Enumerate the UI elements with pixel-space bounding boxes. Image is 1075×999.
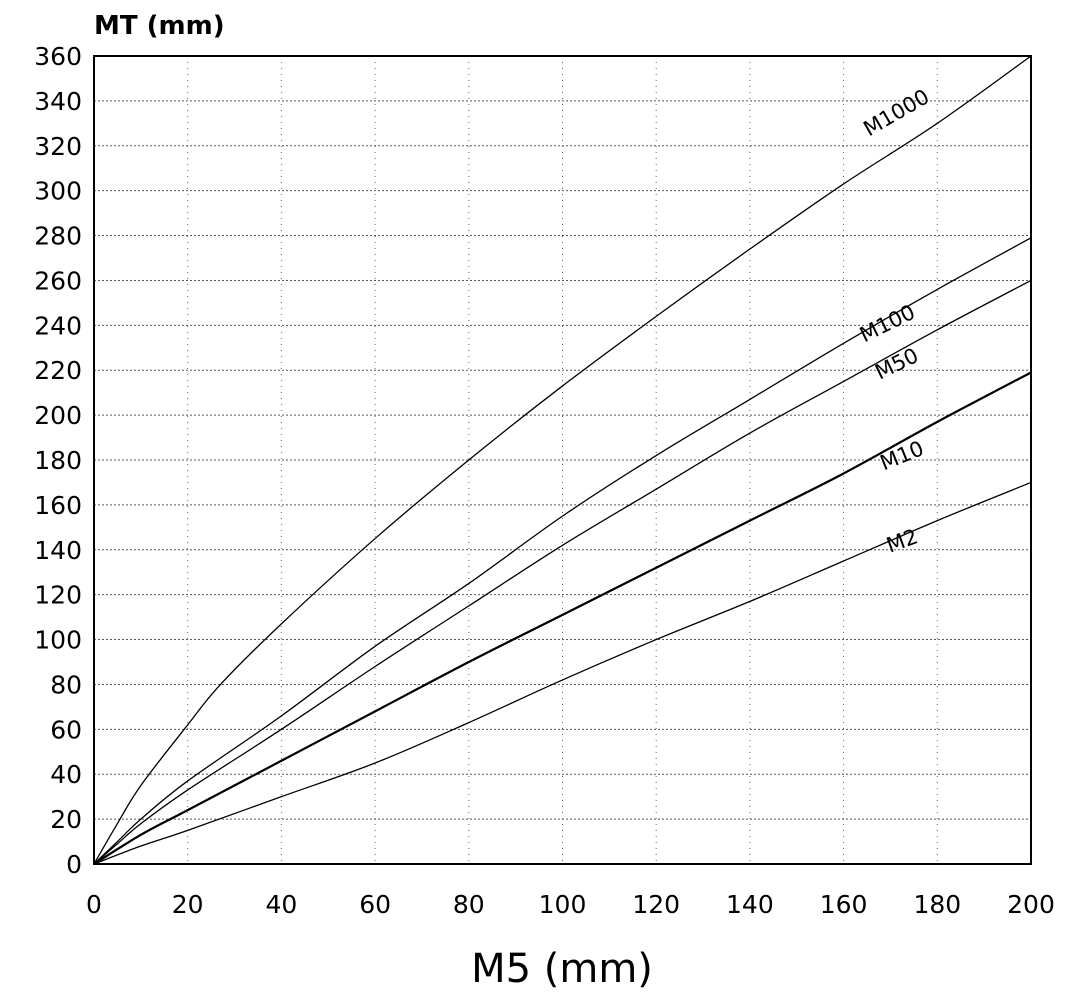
x-tick-label: 20 xyxy=(172,890,204,919)
x-tick-label: 120 xyxy=(632,890,680,919)
y-axis-label: MT (mm) xyxy=(94,11,225,41)
y-tick-label: 320 xyxy=(34,132,82,161)
series-label-m10: M10 xyxy=(877,436,928,475)
x-tick-label: 100 xyxy=(539,890,587,919)
x-axis-label: M5 (mm) xyxy=(471,946,653,992)
x-tick-labels: 0 20 40 60 80 100 120 140 160 180 200 xyxy=(86,890,1055,919)
y-tick-label: 60 xyxy=(50,715,82,744)
x-tick-label: 140 xyxy=(726,890,774,919)
series-line-m50 xyxy=(93,279,1032,865)
y-tick-label: 0 xyxy=(66,850,82,879)
series-label-m50: M50 xyxy=(871,343,922,384)
y-tick-label: 280 xyxy=(34,222,82,251)
x-tick-label: 160 xyxy=(820,890,868,919)
y-tick-label: 240 xyxy=(34,311,82,340)
y-tick-label: 340 xyxy=(34,87,82,116)
y-tick-label: 40 xyxy=(50,760,82,789)
series-label-m100: M100 xyxy=(856,300,919,347)
x-tick-label: 180 xyxy=(913,890,961,919)
y-tick-label: 300 xyxy=(34,177,82,206)
x-tick-label: 40 xyxy=(265,890,297,919)
y-tick-label: 200 xyxy=(34,401,82,430)
y-tick-label: 260 xyxy=(34,266,82,295)
y-tick-label: 80 xyxy=(50,670,82,699)
y-tick-labels: 0 20 40 60 80 100 120 140 160 180 200 220 240 260 280 3… xyxy=(34,42,82,879)
y-tick-label: 120 xyxy=(34,581,82,610)
series-label-m1000: M1000 xyxy=(859,84,933,141)
series-line-m1000 xyxy=(93,55,1032,865)
series-line-m2 xyxy=(93,481,1032,865)
y-tick-label: 360 xyxy=(34,42,82,71)
series-group xyxy=(93,55,1032,865)
x-tick-label: 80 xyxy=(453,890,485,919)
series-line-m100 xyxy=(93,237,1032,865)
grid xyxy=(94,56,1031,864)
x-tick-label: 200 xyxy=(1007,890,1055,919)
series-line-m10 xyxy=(93,371,1032,865)
plot-frame xyxy=(93,55,1032,865)
y-tick-label: 220 xyxy=(34,356,82,385)
y-tick-label: 140 xyxy=(34,536,82,565)
y-tick-label: 180 xyxy=(34,446,82,475)
x-tick-label: 60 xyxy=(359,890,391,919)
x-tick-label: 0 xyxy=(86,890,102,919)
y-tick-label: 100 xyxy=(34,626,82,655)
y-tick-label: 20 xyxy=(50,805,82,834)
y-tick-label: 160 xyxy=(34,491,82,520)
